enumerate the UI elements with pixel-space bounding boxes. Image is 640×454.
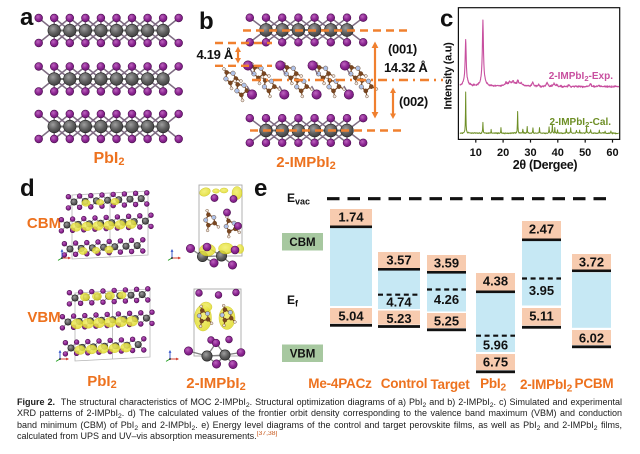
svg-text:d: d bbox=[20, 175, 35, 202]
svg-text:b: b bbox=[199, 8, 214, 35]
svg-text:14.32 Å: 14.32 Å bbox=[384, 60, 428, 75]
svg-text:4.38: 4.38 bbox=[483, 274, 508, 289]
svg-text:5.04: 5.04 bbox=[338, 309, 364, 324]
svg-text:3.95: 3.95 bbox=[529, 283, 554, 298]
svg-text:60: 60 bbox=[606, 147, 618, 159]
svg-text:(002): (002) bbox=[399, 94, 428, 109]
svg-text:PCBM: PCBM bbox=[575, 376, 614, 391]
svg-text:5.11: 5.11 bbox=[529, 309, 554, 324]
svg-text:3.57: 3.57 bbox=[386, 253, 411, 268]
svg-text:2θ (Dergee): 2θ (Dergee) bbox=[513, 158, 578, 172]
svg-text:2-IMPbI2: 2-IMPbI2 bbox=[186, 375, 245, 393]
svg-text:5.25: 5.25 bbox=[434, 314, 459, 329]
svg-text:Target: Target bbox=[430, 377, 470, 392]
svg-text:4.26: 4.26 bbox=[434, 292, 459, 307]
svg-text:1.74: 1.74 bbox=[338, 210, 364, 225]
svg-text:Ef: Ef bbox=[287, 293, 299, 309]
svg-text:5.23: 5.23 bbox=[386, 311, 411, 326]
svg-text:PbI2: PbI2 bbox=[87, 373, 116, 391]
svg-text:Control: Control bbox=[381, 376, 428, 391]
svg-text:Me-4PACz: Me-4PACz bbox=[308, 376, 372, 391]
svg-text:4.19 Å: 4.19 Å bbox=[196, 47, 233, 62]
svg-text:6.75: 6.75 bbox=[483, 355, 508, 370]
svg-text:20: 20 bbox=[497, 147, 509, 159]
svg-text:2-IMPbI2-Exp.: 2-IMPbI2-Exp. bbox=[549, 71, 613, 83]
svg-text:4.74: 4.74 bbox=[386, 295, 412, 310]
svg-text:PbI2: PbI2 bbox=[480, 376, 506, 394]
svg-text:2.47: 2.47 bbox=[529, 222, 554, 237]
svg-text:50: 50 bbox=[579, 147, 591, 159]
svg-text:2-IMPbI2: 2-IMPbI2 bbox=[276, 154, 335, 172]
svg-text:10: 10 bbox=[470, 147, 482, 159]
svg-text:PbI2: PbI2 bbox=[93, 150, 124, 168]
svg-text:2-IMPbI2-Cal.: 2-IMPbI2-Cal. bbox=[550, 117, 612, 129]
svg-text:a: a bbox=[20, 4, 34, 31]
svg-text:(001): (001) bbox=[388, 42, 417, 57]
svg-text:CBM: CBM bbox=[27, 215, 61, 232]
svg-text:Evac: Evac bbox=[287, 191, 310, 207]
svg-text:e: e bbox=[254, 175, 267, 202]
svg-text:6.02: 6.02 bbox=[579, 331, 604, 346]
svg-text:30: 30 bbox=[524, 147, 536, 159]
svg-text:CBM: CBM bbox=[289, 237, 315, 249]
svg-text:VBM: VBM bbox=[290, 349, 316, 361]
svg-text:3.72: 3.72 bbox=[579, 255, 604, 270]
svg-text:Intensity (a.u): Intensity (a.u) bbox=[443, 42, 455, 110]
svg-text:2-IMPbI2: 2-IMPbI2 bbox=[520, 377, 573, 395]
svg-text:3.59: 3.59 bbox=[434, 256, 459, 271]
svg-text:5.96: 5.96 bbox=[483, 338, 508, 353]
svg-text:40: 40 bbox=[552, 147, 564, 159]
svg-text:VBM: VBM bbox=[27, 309, 60, 326]
svg-text:c: c bbox=[440, 6, 453, 33]
